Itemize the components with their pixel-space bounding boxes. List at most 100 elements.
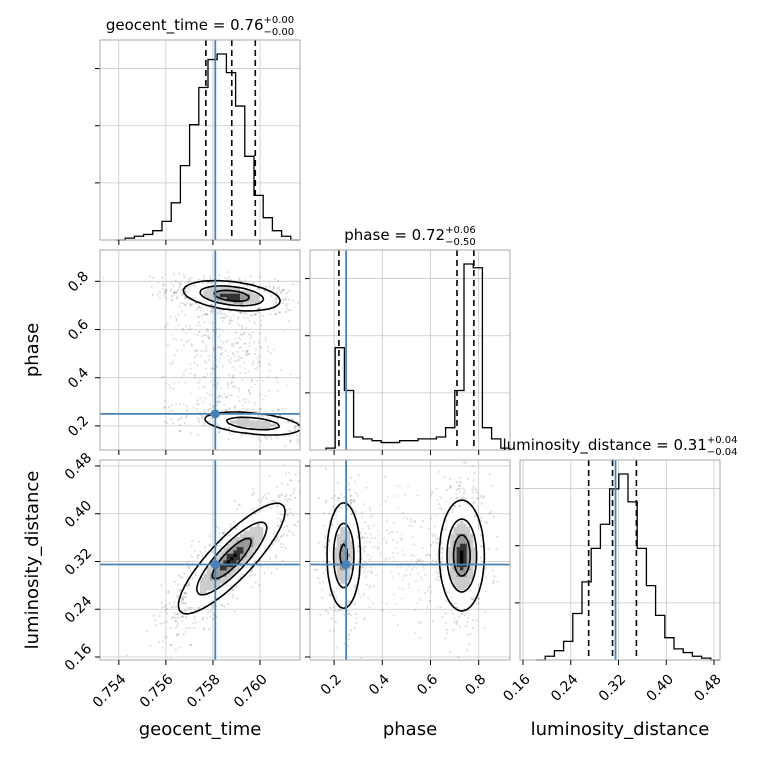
sample-point xyxy=(291,418,294,421)
sample-point xyxy=(188,277,191,281)
density-bin xyxy=(350,576,354,581)
sample-point xyxy=(181,597,184,601)
sample-point xyxy=(253,560,257,563)
density-bin xyxy=(250,423,254,428)
density-bin xyxy=(230,420,234,424)
density-bin xyxy=(266,423,271,428)
sample-point xyxy=(423,573,427,576)
density-bin xyxy=(216,580,221,584)
sample-point xyxy=(223,403,226,406)
sample-point xyxy=(203,278,206,281)
density-bin xyxy=(476,543,481,548)
sample-point xyxy=(289,440,292,443)
sample-point xyxy=(251,410,254,413)
y-tick-label: 0.4 xyxy=(65,365,92,392)
density-bin xyxy=(443,576,448,581)
sample-point xyxy=(234,527,238,531)
sample-point xyxy=(162,283,165,286)
density-bin xyxy=(466,526,471,531)
sample-point xyxy=(209,544,212,547)
density-bin xyxy=(250,553,254,558)
sample-point xyxy=(163,621,166,624)
density-bin xyxy=(210,290,214,294)
sample-point xyxy=(183,591,186,595)
x-axis-label: luminosity_distance xyxy=(531,719,710,740)
sample-point xyxy=(223,392,226,396)
x-tick-label: 0.8 xyxy=(462,671,489,698)
sample-point xyxy=(285,304,288,307)
density-bin xyxy=(230,283,234,288)
sample-point xyxy=(169,657,172,661)
density-bin xyxy=(230,293,234,298)
density-bin xyxy=(200,566,204,571)
density-bin xyxy=(206,300,211,304)
sample-point xyxy=(219,357,222,360)
sample-point xyxy=(231,375,235,378)
density-bin xyxy=(286,423,291,428)
density-bin xyxy=(210,596,214,601)
density-bin xyxy=(346,513,351,518)
sample-point xyxy=(279,542,282,546)
sample-point xyxy=(284,498,287,501)
x-tick-label: 0.754 xyxy=(90,671,130,711)
density-bin xyxy=(453,596,458,601)
density-bin xyxy=(270,526,274,531)
sample-point xyxy=(259,319,263,322)
sample-point xyxy=(280,290,283,294)
sample-point xyxy=(227,276,231,279)
sample-point xyxy=(170,288,173,291)
density-bin xyxy=(346,550,351,554)
sample-point xyxy=(466,617,469,620)
sample-point xyxy=(331,496,334,500)
sample-point xyxy=(176,624,179,627)
sample-point xyxy=(173,611,176,615)
sample-point xyxy=(274,278,277,281)
density-bin xyxy=(446,556,451,561)
density-bin xyxy=(473,573,478,578)
sample-point xyxy=(211,618,215,621)
sample-point xyxy=(185,368,188,371)
sample-point xyxy=(333,507,336,510)
sample-point xyxy=(180,600,183,603)
sample-point xyxy=(464,497,467,500)
density-bin xyxy=(216,566,221,571)
sample-point xyxy=(488,472,491,476)
sample-point xyxy=(209,367,213,370)
density-bin xyxy=(333,550,338,554)
sample-point xyxy=(389,530,393,534)
sample-point xyxy=(325,569,328,572)
sample-point xyxy=(184,297,187,300)
sample-point xyxy=(180,338,183,341)
sample-point xyxy=(284,495,287,498)
density-bin xyxy=(453,556,458,561)
sample-point xyxy=(228,359,231,362)
sample-point xyxy=(258,411,261,414)
sample-point xyxy=(441,551,444,555)
sample-point xyxy=(335,597,338,600)
sample-point xyxy=(258,361,261,364)
sample-point xyxy=(250,314,254,317)
density-bin xyxy=(233,553,238,558)
sample-point xyxy=(233,337,237,340)
density-bin xyxy=(353,573,358,578)
sample-point xyxy=(323,524,326,527)
sample-point xyxy=(342,613,346,616)
sample-point xyxy=(294,524,297,527)
density-bin xyxy=(216,293,221,298)
sample-point xyxy=(280,534,284,538)
sample-point xyxy=(175,291,178,294)
sample-point xyxy=(318,581,321,584)
sample-point xyxy=(458,481,461,484)
density-bin xyxy=(470,550,474,554)
sample-point xyxy=(389,611,392,614)
sample-point xyxy=(440,561,443,564)
sample-point xyxy=(265,497,268,500)
sample-point xyxy=(226,382,229,385)
sample-point xyxy=(163,399,166,402)
sample-point xyxy=(249,391,252,394)
sample-point xyxy=(467,477,470,480)
density-bin xyxy=(236,296,241,301)
sample-point xyxy=(258,364,261,368)
sample-point xyxy=(172,605,175,608)
density-bin xyxy=(206,590,211,594)
